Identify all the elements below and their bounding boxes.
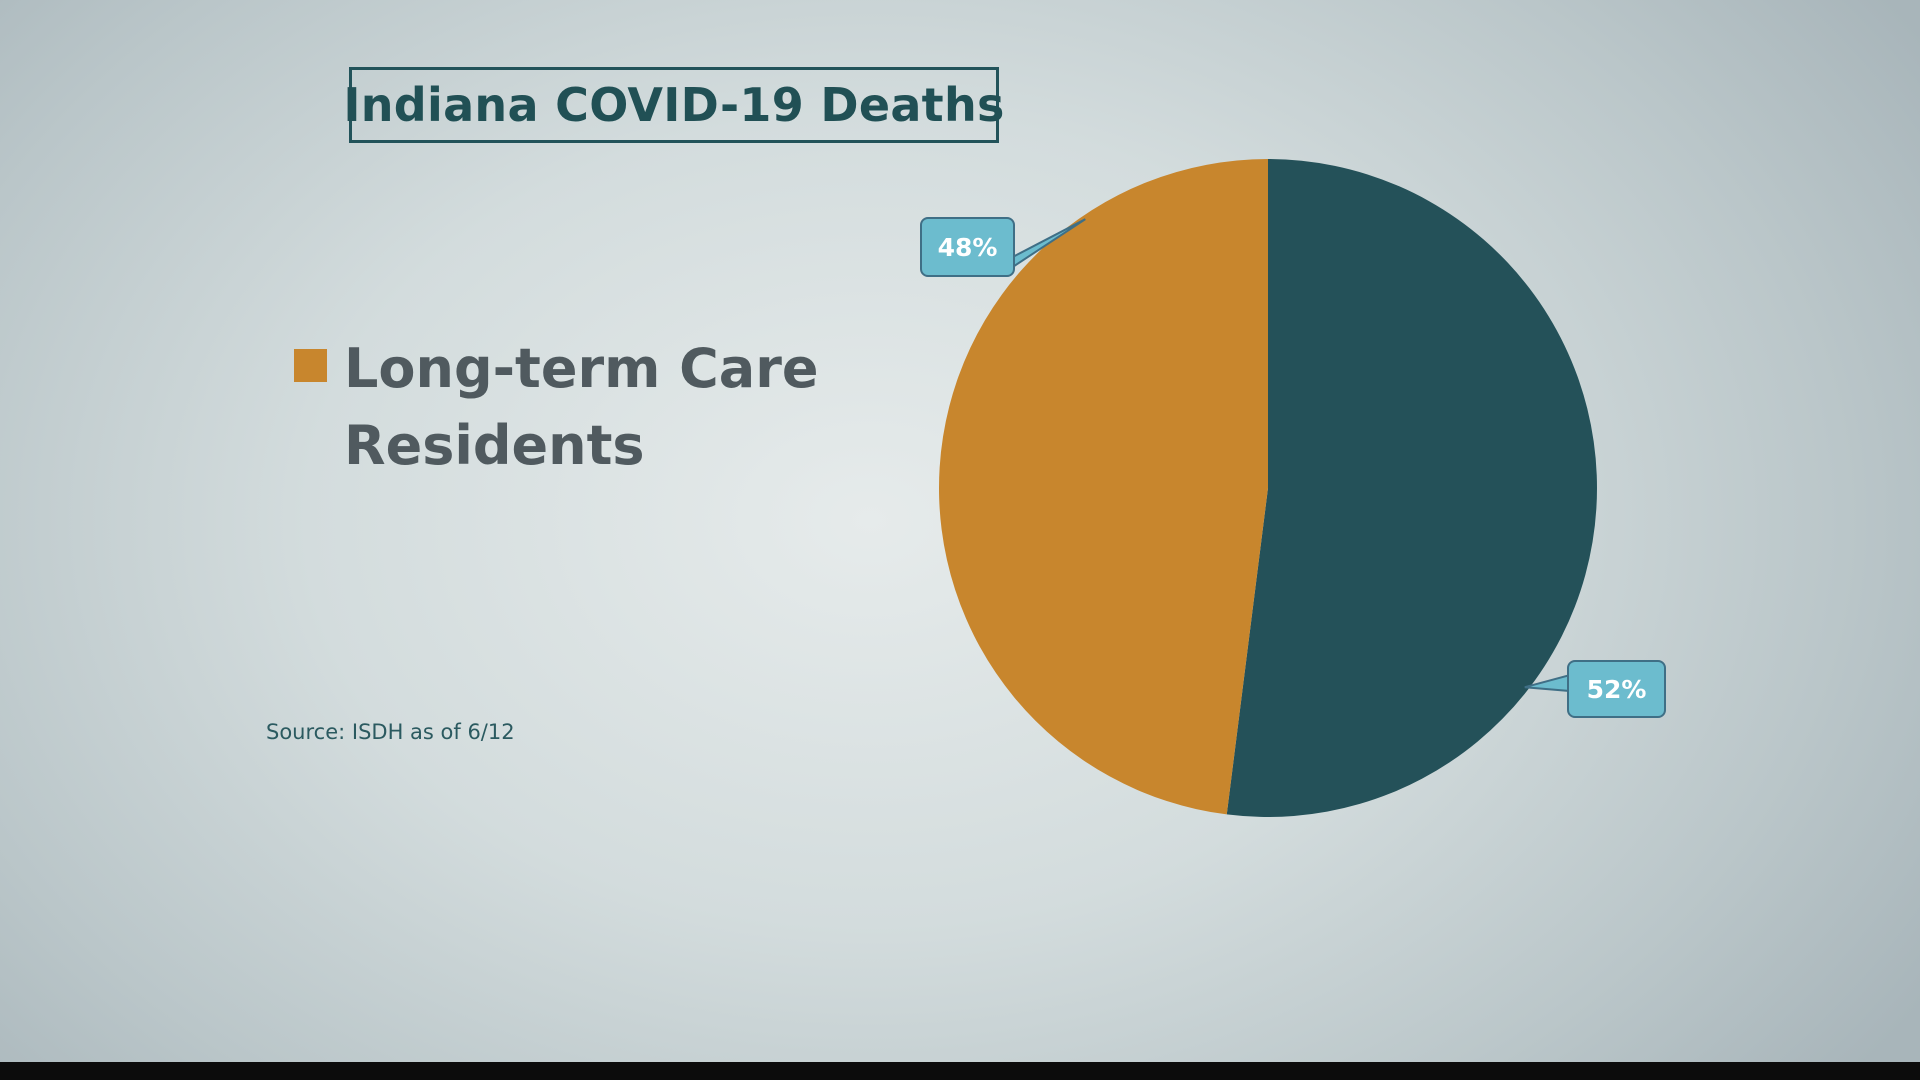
chart-title-box: Indiana COVID-19 Deaths: [343, 67, 1004, 143]
pie-callouts: 52% 48%: [920, 217, 1666, 718]
bottom-bar: [0, 1062, 1920, 1080]
callout-seam-1: [1571, 676, 1578, 690]
pie-slice-1: [1226, 159, 1597, 817]
source-note: Source: ISDH as of 6/12: [266, 720, 515, 744]
callout-2: 48%: [920, 217, 1086, 277]
data-label-2: 48%: [938, 233, 998, 262]
legend-swatch-long-term-care: [294, 349, 327, 382]
data-label-1: 52%: [1587, 675, 1647, 704]
callout-box-1: [1567, 660, 1666, 718]
pie-slice-2: [938, 159, 1268, 815]
callout-box-2: [920, 217, 1015, 277]
callout-1: 52%: [1524, 660, 1666, 718]
legend-label-long-term-care: Long-term Care Residents: [344, 337, 819, 477]
callout-seam-2: [981, 266, 1001, 273]
chart-title: Indiana COVID-19 Deaths: [343, 78, 1005, 132]
pie-slices: [938, 159, 1597, 817]
